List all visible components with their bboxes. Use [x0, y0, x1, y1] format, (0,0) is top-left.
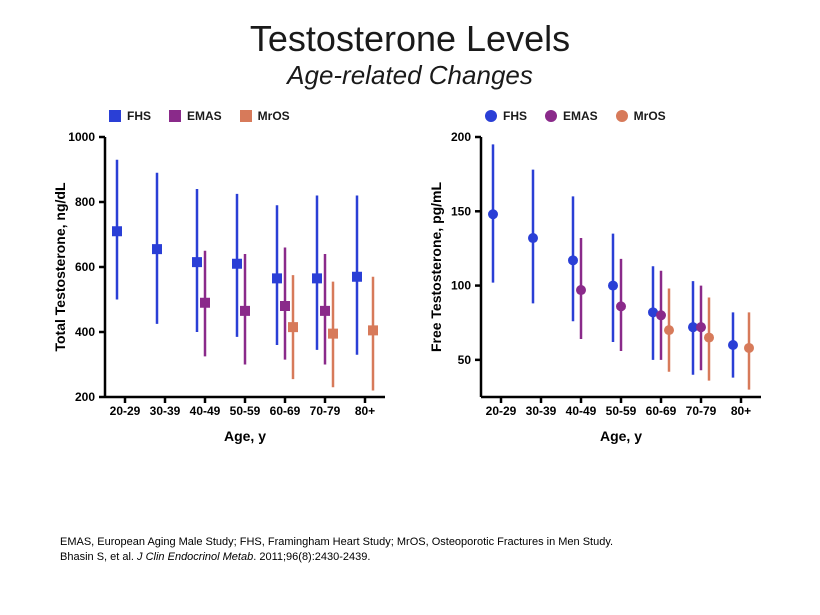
data-point	[312, 273, 322, 283]
data-point	[112, 226, 122, 236]
svg-text:60-69: 60-69	[646, 404, 677, 418]
legend-label-emas: EMAS	[187, 109, 222, 123]
svg-text:30-39: 30-39	[526, 404, 557, 418]
data-point	[488, 209, 498, 219]
data-point	[368, 325, 378, 335]
data-point	[568, 255, 578, 265]
data-point	[608, 281, 618, 291]
legend-marker-fhs-icon	[109, 110, 121, 122]
svg-text:1000: 1000	[68, 130, 95, 144]
legend-item-mros: MrOS	[240, 109, 290, 123]
page: Testosterone Levels Age-related Changes …	[0, 0, 820, 615]
svg-text:70-79: 70-79	[310, 404, 341, 418]
legend-left: FHS EMAS MrOS	[109, 109, 395, 123]
data-point	[192, 257, 202, 267]
svg-text:70-79: 70-79	[686, 404, 717, 418]
legend-item-mros: MrOS	[616, 109, 666, 123]
svg-text:Age, y: Age, y	[224, 428, 266, 444]
footnote-line2-post: . 2011;96(8):2430-2439.	[253, 551, 370, 563]
page-subtitle: Age-related Changes	[0, 60, 820, 91]
legend-item-fhs: FHS	[109, 109, 151, 123]
svg-text:400: 400	[75, 325, 95, 339]
svg-text:200: 200	[75, 390, 95, 404]
svg-text:20-29: 20-29	[486, 404, 517, 418]
data-point	[528, 233, 538, 243]
legend-label-fhs: FHS	[503, 109, 527, 123]
data-point	[288, 322, 298, 332]
legend-right: FHS EMAS MrOS	[485, 109, 771, 123]
footnote-line2-ital: J Clin Endocrinol Metab	[137, 551, 253, 563]
svg-text:30-39: 30-39	[150, 404, 181, 418]
data-point	[616, 301, 626, 311]
data-point	[696, 322, 706, 332]
svg-text:80+: 80+	[355, 404, 375, 418]
svg-text:80+: 80+	[731, 404, 751, 418]
data-point	[272, 273, 282, 283]
svg-text:Total Testosterone, ng/dL: Total Testosterone, ng/dL	[52, 182, 68, 351]
legend-marker-emas-icon	[169, 110, 181, 122]
svg-text:40-49: 40-49	[566, 404, 597, 418]
chart-right-svg: 50 100 150 200 20-29 30-39 40-49 50-59 60-69 70-7…	[425, 127, 771, 453]
svg-text:Age, y: Age, y	[600, 428, 642, 444]
chart-right: FHSEMASMrOS 5010015020020-2930-3940-4950…	[425, 109, 771, 453]
data-point	[576, 285, 586, 295]
svg-text:60-69: 60-69	[270, 404, 301, 418]
data-point	[728, 340, 738, 350]
footnote: EMAS, European Aging Male Study; FHS, Fr…	[60, 535, 760, 565]
data-point	[200, 298, 210, 308]
legend-label-emas: EMAS	[563, 109, 598, 123]
legend-item-emas: EMAS	[545, 109, 598, 123]
page-title: Testosterone Levels	[0, 18, 820, 60]
svg-text:50: 50	[458, 353, 472, 367]
legend-item-emas: EMAS	[169, 109, 222, 123]
legend-label-fhs: FHS	[127, 109, 151, 123]
data-point	[656, 310, 666, 320]
footnote-line2-pre: Bhasin S, et al.	[60, 551, 137, 563]
svg-text:800: 800	[75, 195, 95, 209]
data-point	[744, 343, 754, 353]
svg-text:150: 150	[451, 204, 471, 218]
footnote-line1: EMAS, European Aging Male Study; FHS, Fr…	[60, 535, 760, 550]
svg-text:40-49: 40-49	[190, 404, 221, 418]
svg-text:200: 200	[451, 130, 471, 144]
data-point	[664, 325, 674, 335]
chart-left-svg: 200 400 600 800 1000 20-29 30-39 40-49 50-59 60-6…	[49, 127, 395, 453]
legend-marker-mros-icon	[240, 110, 252, 122]
chart-left: FHS EMAS MrOS 200 400 600 800 1000 20-29 30-39 40…	[49, 109, 395, 453]
legend-label-mros: MrOS	[634, 109, 666, 123]
data-point	[280, 301, 290, 311]
svg-text:600: 600	[75, 260, 95, 274]
legend-item-fhs: FHS	[485, 109, 527, 123]
data-point	[704, 333, 714, 343]
legend-label-mros: MrOS	[258, 109, 290, 123]
svg-text:100: 100	[451, 279, 471, 293]
data-point	[320, 306, 330, 316]
svg-text:Free Testosterone, pg/mL: Free Testosterone, pg/mL	[428, 182, 444, 353]
svg-text:50-59: 50-59	[606, 404, 637, 418]
data-point	[152, 244, 162, 254]
footnote-line2: Bhasin S, et al. J Clin Endocrinol Metab…	[60, 550, 760, 565]
charts-row: FHS EMAS MrOS 200 400 600 800 1000 20-29 30-39 40…	[0, 109, 820, 453]
data-point	[328, 329, 338, 339]
legend-marker-fhs-icon	[485, 110, 497, 122]
data-point	[240, 306, 250, 316]
data-point	[232, 259, 242, 269]
svg-text:50-59: 50-59	[230, 404, 261, 418]
legend-marker-mros-icon	[616, 110, 628, 122]
data-point	[352, 272, 362, 282]
svg-text:20-29: 20-29	[110, 404, 141, 418]
legend-marker-emas-icon	[545, 110, 557, 122]
